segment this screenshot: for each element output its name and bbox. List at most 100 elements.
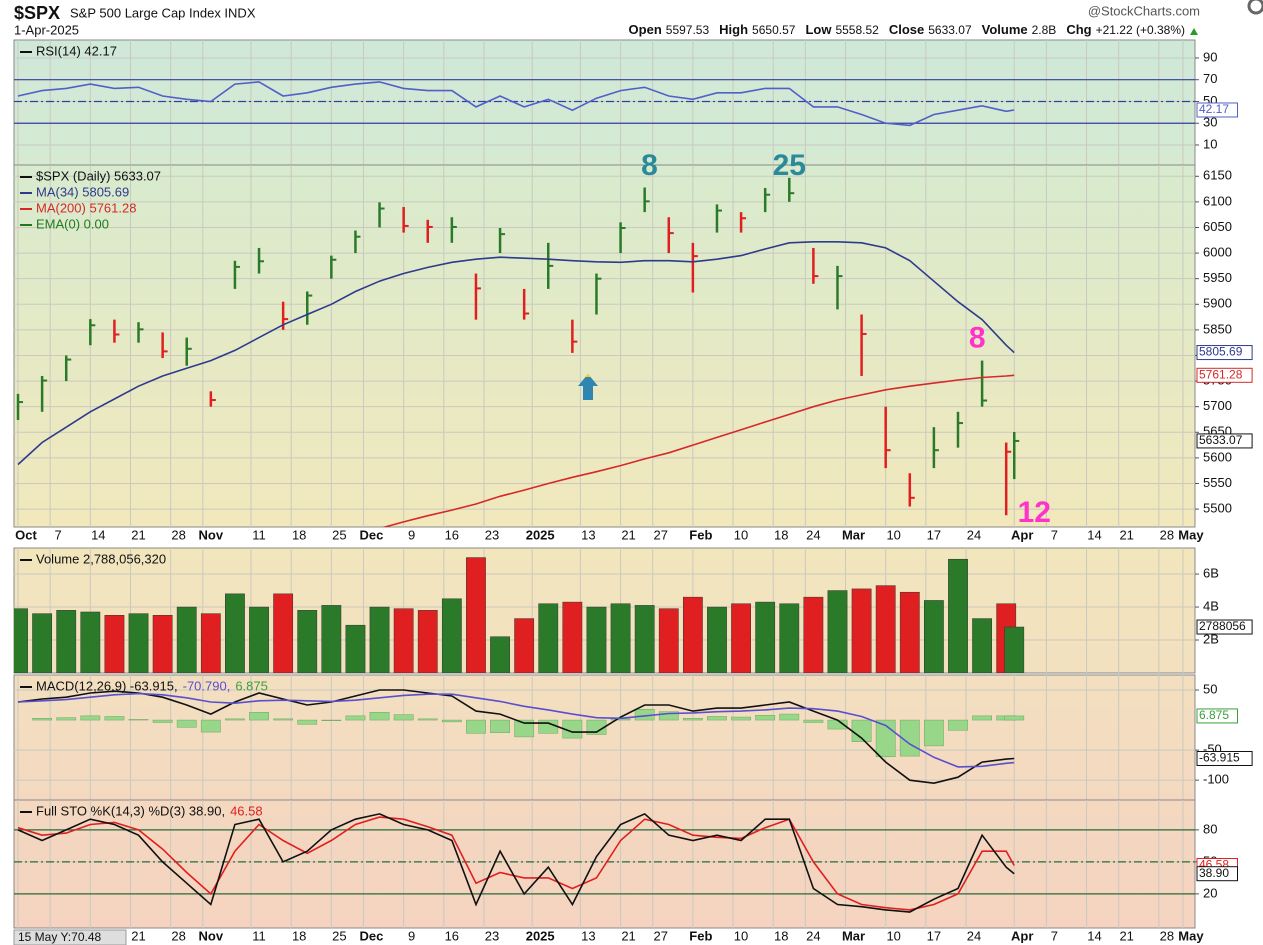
legend-entry: EMA(0) 0.00 [36, 216, 109, 231]
y-tick-label: 5600 [1203, 449, 1232, 464]
x-tick-label: 28 [171, 527, 185, 542]
y-tick-label: 5950 [1203, 270, 1232, 285]
value-box-label: 2788056 [1199, 619, 1246, 633]
bar [32, 718, 53, 721]
series-group [17, 689, 1025, 785]
annotation: 8 [641, 149, 658, 182]
bar [80, 611, 101, 673]
series-group [17, 81, 1015, 127]
x-tick-label: May [1178, 928, 1204, 943]
x-tick-label: 13 [581, 928, 595, 943]
line-series [17, 689, 1015, 785]
bar [152, 719, 173, 723]
bar [538, 603, 559, 673]
x-tick-label: 2025 [526, 527, 555, 542]
x-tick-label: 24 [967, 928, 981, 943]
quote-label: Chg [1066, 22, 1091, 37]
bar [56, 610, 77, 673]
bar [851, 588, 872, 673]
legend-entry: RSI(14) 42.17 [36, 43, 117, 58]
bar [369, 712, 390, 721]
bar [104, 716, 125, 721]
bar [899, 591, 920, 673]
value-box-label: 5761.28 [1199, 367, 1243, 381]
value-box-label: 6.875 [1199, 708, 1229, 722]
x-tick-label: 28 [1160, 527, 1174, 542]
annotation: 8 [969, 322, 986, 355]
x-tick-label: 24 [806, 928, 820, 943]
x-tick-label: 10 [734, 527, 748, 542]
x-tick-label: 21 [1119, 928, 1133, 943]
x-tick-label: 7 [55, 527, 62, 542]
quote-value: 2.8B [1032, 23, 1057, 37]
y-tick-label: 4B [1203, 598, 1219, 613]
bar [538, 719, 559, 734]
bar [586, 719, 607, 735]
bar [345, 715, 366, 721]
x-tick-label: 10 [886, 928, 900, 943]
bar [441, 719, 462, 723]
bar [562, 601, 583, 673]
bar [321, 605, 342, 673]
legend-entry: MA(34) 5805.69 [36, 184, 129, 199]
x-tick-label: 28 [171, 928, 185, 943]
bar [658, 711, 679, 721]
up-arrow [578, 374, 598, 400]
panel-background [13, 799, 1196, 929]
value-box [1196, 750, 1253, 766]
x-tick-label: 21 [621, 928, 635, 943]
bar [466, 557, 486, 673]
y-tick-label: 6150 [1203, 168, 1232, 183]
legend-entry: 46.58 [230, 803, 263, 818]
line-series [17, 241, 1015, 466]
y-tick-label: 10 [1203, 136, 1217, 151]
x-tick-label: 23 [485, 527, 499, 542]
panel-background [13, 39, 1196, 166]
bar [297, 610, 318, 673]
x-tick-label: Feb [689, 928, 712, 943]
bar [393, 714, 414, 721]
bar [779, 603, 800, 673]
value-box [1196, 433, 1253, 449]
x-tick-label: May [1178, 527, 1204, 542]
x-tick-label: Mar [842, 527, 865, 542]
bar [176, 606, 197, 673]
bar [128, 719, 149, 721]
value-box [1196, 102, 1238, 118]
x-tick-label: 17 [927, 527, 941, 542]
line-series [381, 374, 1015, 527]
x-tick-label: Apr [1011, 527, 1033, 542]
y-tick-label: 5850 [1203, 321, 1232, 336]
x-tick-label: 23 [485, 928, 499, 943]
index-name: S&P 500 Large Cap Index INDX [70, 5, 256, 20]
x-tick-label: 9 [408, 527, 415, 542]
symbol: $SPX [14, 3, 60, 23]
bar [80, 715, 101, 721]
x-tick-label: 9 [408, 928, 415, 943]
bar [707, 716, 727, 721]
y-tick-label: 2B [1203, 631, 1219, 646]
bar [1004, 715, 1025, 721]
quote-label: Open [629, 22, 662, 37]
series-group [14, 557, 1025, 673]
x-tick-label: 14 [1087, 527, 1101, 542]
legend-entry: Volume 2,788,056,320 [36, 551, 166, 566]
legend-entry: MACD(12,26,9) -63.915, [36, 678, 178, 693]
bar [514, 719, 535, 738]
bar [273, 718, 294, 721]
bar [731, 603, 751, 673]
value-box [1196, 708, 1238, 724]
bar [803, 719, 824, 723]
tooltip: 15 May Y:70.48 [18, 930, 102, 944]
bar [658, 608, 679, 673]
y-tick-label: 6050 [1203, 219, 1232, 234]
x-tick-label: 25 [332, 527, 346, 542]
panel-background [13, 674, 1196, 801]
x-tick-label: 7 [1051, 928, 1058, 943]
bar [152, 615, 173, 673]
x-tick-label: 16 [445, 928, 459, 943]
y-tick-label: 70 [1203, 71, 1217, 86]
